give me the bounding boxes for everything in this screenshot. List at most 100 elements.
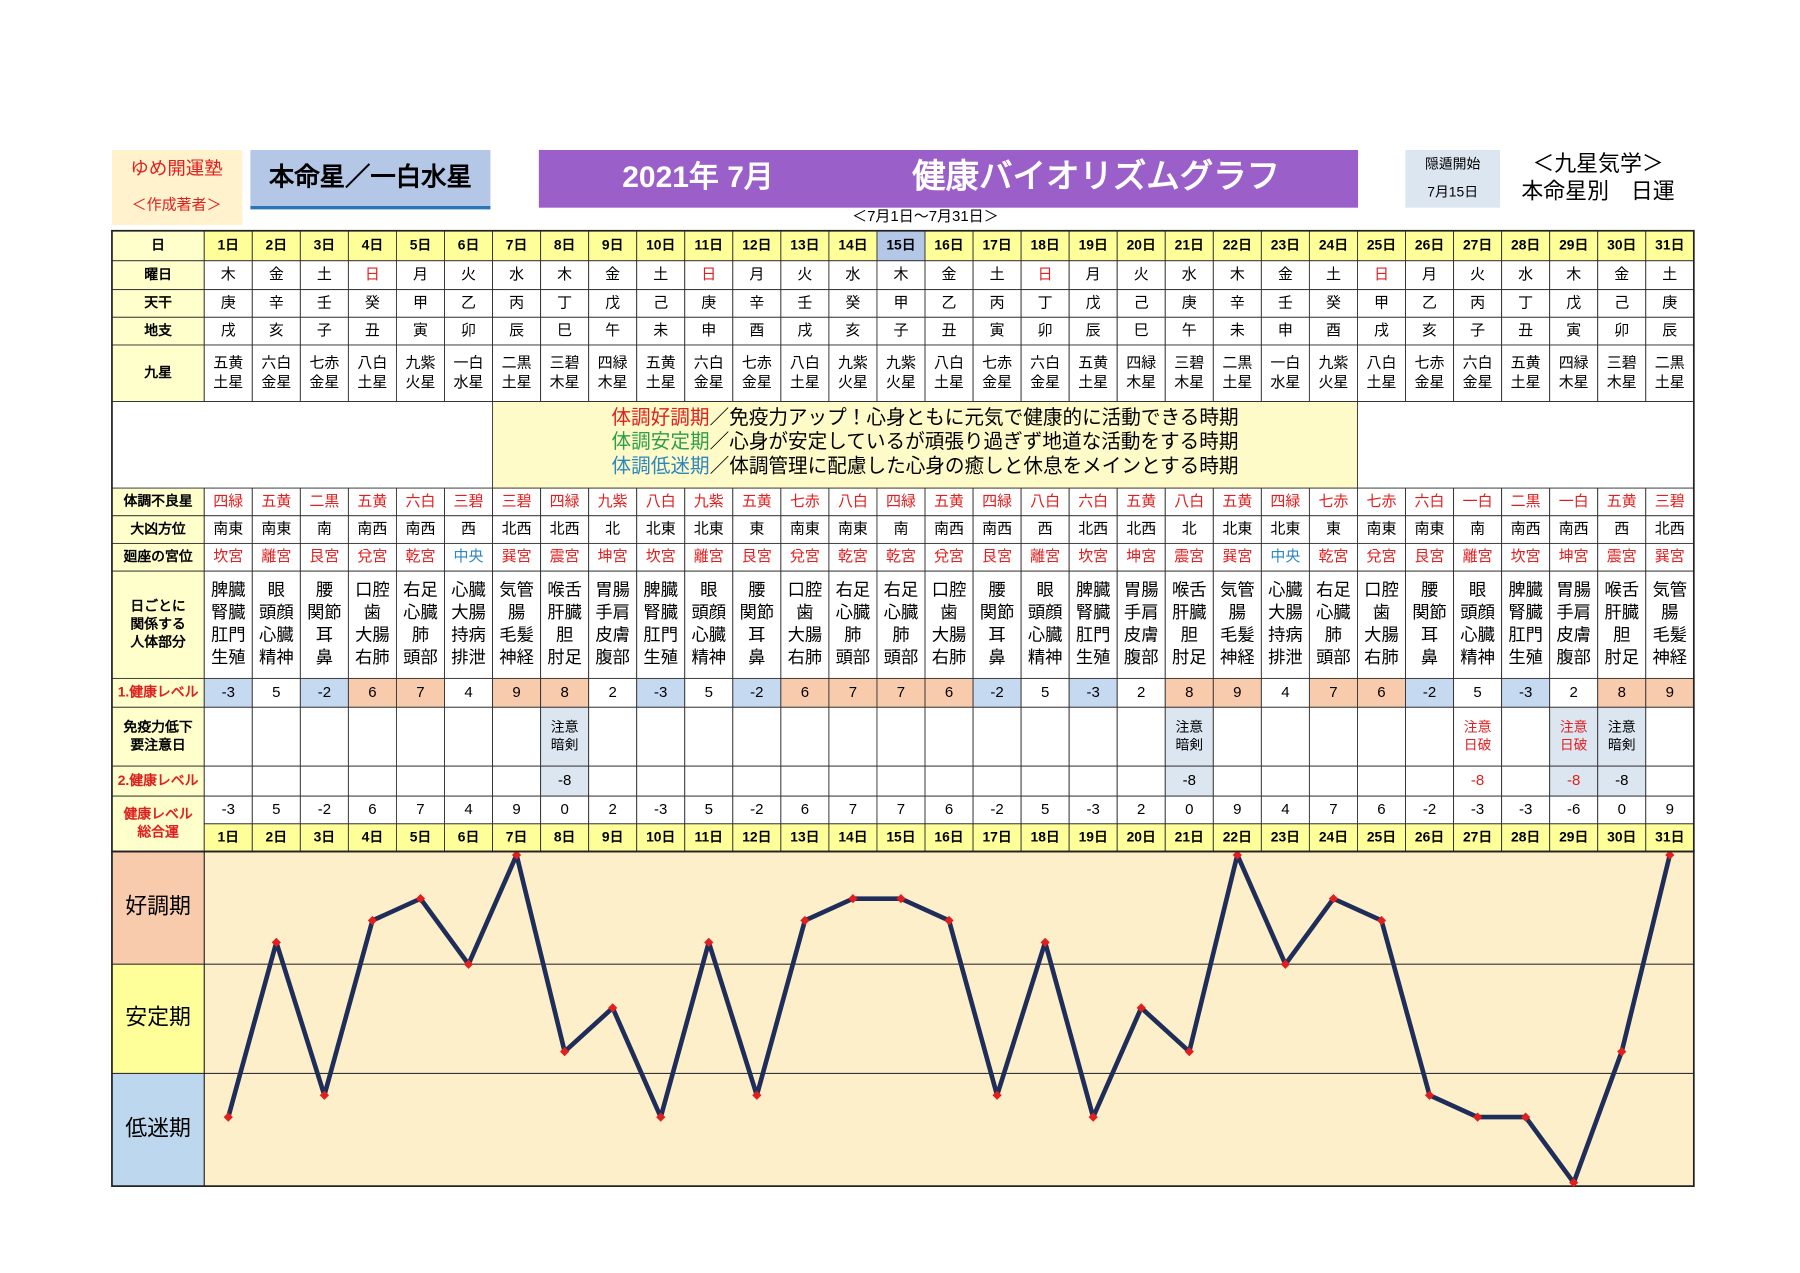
table-cell	[1068, 344, 1118, 402]
table-cell	[1020, 487, 1070, 517]
total-value: -3	[1519, 801, 1532, 818]
cell-text: 南東	[261, 521, 291, 538]
table-cell	[1212, 765, 1262, 797]
total-value: 0	[1185, 801, 1193, 818]
cell-text: 腎臓	[643, 602, 678, 622]
cell-text: 6	[801, 684, 809, 701]
cell-text: 木	[557, 266, 572, 283]
x-tick-label: 15日	[886, 828, 915, 844]
cell-text: 五黄	[213, 354, 243, 371]
table-cell	[1212, 706, 1262, 767]
legend-line: 体調低迷期／体調管理に配慮した心身の癒しと休息をメインとする時期	[612, 455, 1239, 477]
cell-text: 関節	[1412, 602, 1447, 622]
cell-text: -3	[1519, 684, 1532, 701]
cell-text: 2	[1137, 684, 1145, 701]
cell-text: 17日	[982, 236, 1011, 252]
x-tick-label: 28日	[1511, 828, 1540, 844]
cell-text: 9	[512, 684, 520, 701]
cell-text: 土星	[646, 374, 676, 391]
total-value: 7	[1329, 801, 1337, 818]
cell-text: 四緑	[213, 493, 243, 510]
cell-text: 神経	[1220, 647, 1255, 667]
cell-text: 肛門	[1076, 625, 1111, 645]
cell-text: 南西	[1511, 521, 1541, 538]
table-cell	[924, 765, 974, 797]
cell-text: 5	[1473, 684, 1481, 701]
cell-text: 乾宮	[838, 548, 868, 565]
x-tick-label: 25日	[1367, 828, 1396, 844]
cell-text: 南東	[1367, 521, 1397, 538]
cell-text: 南東	[1415, 521, 1445, 538]
table-cell	[1597, 260, 1647, 291]
total-value: 2	[609, 801, 617, 818]
cell-text: 己	[653, 294, 668, 311]
table-cell	[1260, 515, 1310, 544]
table-cell	[203, 570, 253, 679]
title-box	[538, 149, 1359, 208]
cell-text: 卯	[461, 322, 476, 339]
table-cell	[1212, 570, 1262, 679]
cell-text: 丙	[990, 294, 1005, 311]
cell-text: 月	[749, 266, 764, 283]
cell-text: 巳	[557, 322, 572, 339]
table-cell	[1501, 260, 1551, 291]
cell-text: 心臓	[691, 625, 726, 645]
cell-text: 排泄	[451, 647, 486, 667]
table-cell	[251, 795, 301, 825]
cell-text: 胃腸	[1124, 580, 1159, 600]
data-point	[1232, 850, 1242, 860]
cell-text: 二黒	[502, 354, 532, 371]
cell-text: 寅	[990, 322, 1005, 339]
total-value: -2	[750, 801, 763, 818]
cell-text: 八白	[357, 354, 387, 371]
cell-text: 南西	[1559, 521, 1589, 538]
row-label: 2.健康レベル	[118, 772, 199, 788]
cell-text: 丁	[1038, 294, 1053, 311]
cell-text: 土星	[790, 374, 820, 391]
table-cell	[347, 706, 397, 767]
cell-text: 癸	[1326, 294, 1341, 311]
table-cell	[1597, 795, 1647, 825]
table-cell	[1068, 316, 1118, 346]
cell-text: -3	[654, 684, 667, 701]
x-tick-label: 12日	[742, 828, 771, 844]
cell-text: 4	[464, 684, 472, 701]
cell-text: 右足	[403, 580, 438, 600]
cell-text: 木星	[1607, 374, 1637, 391]
cell-text: 二黒	[1511, 493, 1541, 510]
cell-text: 神経	[1652, 647, 1687, 667]
cell-text: 脾臓	[1076, 580, 1111, 600]
cell-text: 戌	[221, 322, 236, 339]
cell-text: 土	[653, 266, 668, 283]
table-cell	[347, 260, 397, 291]
cell-text: 甲	[893, 294, 908, 311]
cell-text: 月	[413, 266, 428, 283]
table-cell	[876, 316, 926, 346]
cell-text: 腎臓	[211, 602, 246, 622]
cell-text: 南東	[213, 521, 243, 538]
table-cell	[1068, 289, 1118, 318]
legend-term: 体調低迷期	[612, 455, 710, 477]
cell-text: 坤宮	[1559, 548, 1589, 565]
cell-text: 火星	[1318, 374, 1348, 391]
cell-text: 8	[1618, 684, 1626, 701]
cell-text: 庚	[1662, 294, 1677, 311]
cell-text: 木星	[550, 374, 580, 391]
table-cell	[1357, 487, 1406, 517]
table-cell	[1501, 706, 1551, 767]
cell-text: 北西	[1655, 521, 1685, 538]
cell-text: 兌宮	[357, 548, 387, 565]
table-cell	[444, 260, 494, 291]
cell-text: 腰	[748, 580, 765, 600]
band-label-cell	[111, 1073, 205, 1187]
table-cell	[588, 570, 638, 679]
cell-text: 卯	[1614, 322, 1629, 339]
cell-text: 八白	[838, 493, 868, 510]
cell-text: 巽宮	[1655, 548, 1685, 565]
caution-note: 日破	[1464, 736, 1492, 752]
cell-text: 土	[990, 266, 1005, 283]
cell-text: 火	[1470, 266, 1485, 283]
cell-text: 西	[1038, 521, 1053, 538]
title: 健康バイオリズムグラフ	[912, 158, 1280, 196]
table-cell	[1549, 706, 1599, 767]
